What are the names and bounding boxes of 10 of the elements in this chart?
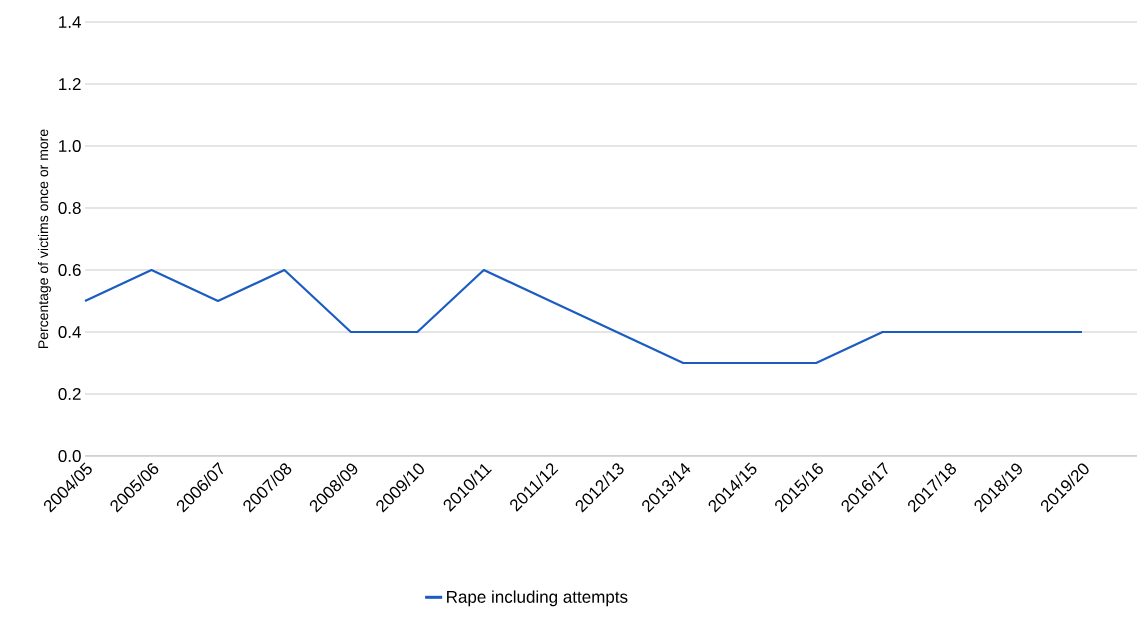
y-tick-label: 0.2 xyxy=(58,387,81,401)
y-axis-title: Percentage of victims once or more xyxy=(37,129,51,348)
y-tick-label: 1.2 xyxy=(59,78,81,90)
y-tick-label: 1.4 xyxy=(59,16,81,28)
y-tick-label: 0.4 xyxy=(58,325,81,339)
y-tick-label: 1.0 xyxy=(59,139,81,153)
y-tick-label: 0.6 xyxy=(58,263,81,277)
legend-label: Rape including attempts xyxy=(447,590,628,607)
y-tick-label: 0.0 xyxy=(58,449,81,463)
y-tick-label: 0.8 xyxy=(58,201,81,215)
